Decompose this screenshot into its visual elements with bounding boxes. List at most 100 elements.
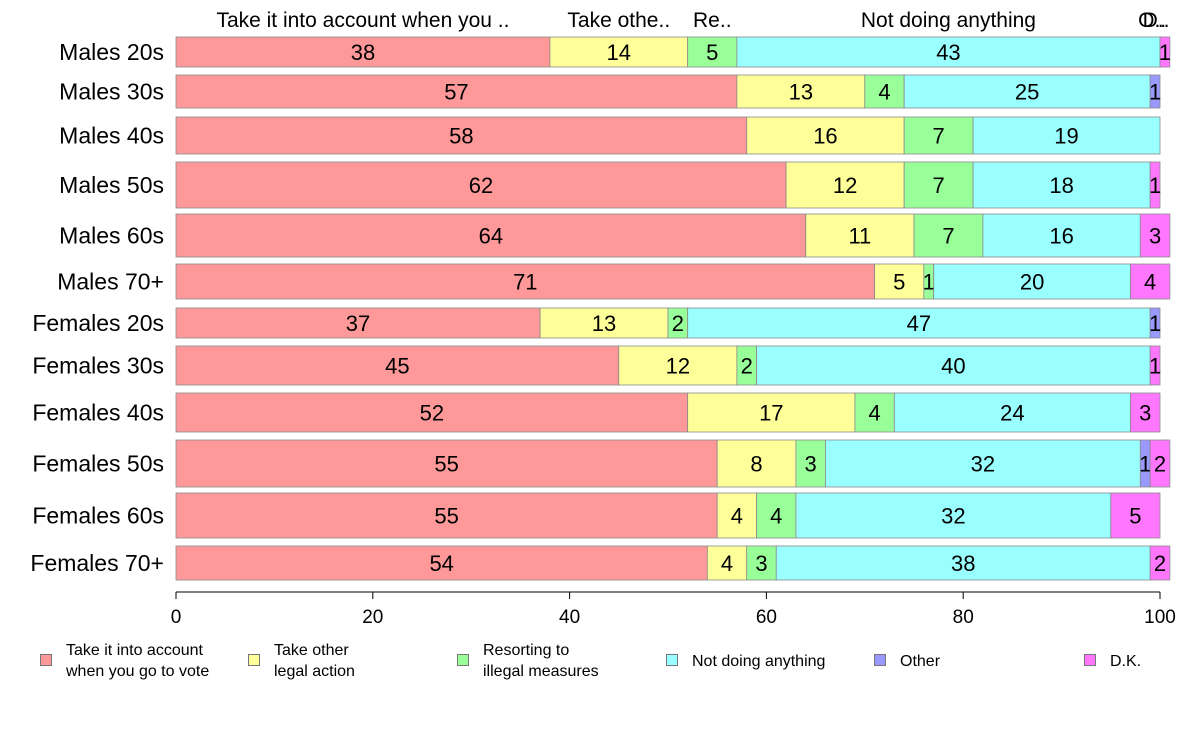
data-label: 4 [1144,270,1156,295]
bar-segment [1149,545,1171,581]
data-label: 3 [1139,401,1151,426]
category-label: Females 20s [32,310,164,336]
data-label: 19 [1054,124,1078,149]
legend-swatch [457,654,469,666]
top-series-label: Re.. [693,9,732,32]
data-label: 2 [1154,452,1166,477]
bar-segment [175,213,807,258]
data-label: 18 [1049,173,1073,198]
category-label: Males 40s [59,123,164,149]
data-label: 62 [469,173,493,198]
data-label: 57 [444,80,468,105]
data-label: 4 [878,80,890,105]
data-label: 1 [1149,173,1161,198]
bar-segment [175,392,689,433]
category-label: Females 60s [32,503,164,529]
top-series-label: Not doing anything [861,9,1036,32]
bar-segment [1139,213,1171,258]
data-label: 11 [848,224,871,249]
bar-segment [1159,36,1171,68]
bar-segment [746,545,777,581]
bar-segment [175,74,738,109]
data-label: 2 [672,311,684,336]
data-label: 1 [1159,40,1171,65]
data-label: 5 [706,40,718,65]
data-label: 3 [1149,224,1161,249]
data-label: 1 [1149,80,1161,105]
bar-segment [736,36,1161,68]
legend-item-dk: D.K. [1084,640,1141,672]
top-series-label: O.. [1138,9,1166,32]
bar-segment [687,307,1151,339]
data-label: 47 [907,311,931,336]
data-label: 17 [759,401,783,426]
data-label: 40 [941,354,965,379]
bar-segment [1149,74,1161,109]
data-label: 2 [1154,551,1166,576]
bar-segment [933,263,1131,300]
bar-segment [775,545,1151,581]
data-label: 52 [420,401,444,426]
bar-segment [716,492,757,539]
category-label: Males 30s [59,79,164,105]
legend-label: D.K. [1110,653,1142,670]
data-label: 16 [813,124,837,149]
data-label: 38 [951,551,975,576]
data-label: 3 [805,452,817,477]
data-label: 12 [666,354,690,379]
bar-segment [893,392,1131,433]
bar-segment [687,392,856,433]
category-label: Females 50s [32,451,164,477]
bar-segment [795,492,1112,539]
bar-segment [1149,439,1171,488]
x-tick-label: 40 [559,607,580,628]
bar-segment [539,307,669,339]
data-label: 13 [592,311,616,336]
data-label: 37 [346,311,370,336]
data-label: 45 [385,354,409,379]
data-label: 55 [434,504,458,529]
bar-segment [972,161,1151,209]
legend-label: Resorting to illegal measures [483,642,599,680]
top-series-label: Take othe.. [567,9,670,32]
bar-segment [1149,345,1161,386]
data-label: 8 [750,452,762,477]
category-label: Females 70+ [30,550,164,576]
category-label: Males 60s [59,223,164,249]
bar-segment [175,263,876,300]
data-label: 1 [1149,354,1161,379]
legend-item-other: Other [874,640,940,672]
legend-swatch [1084,654,1096,666]
data-label: 14 [607,40,631,65]
top-series-label: D.. [1143,9,1170,32]
data-label: 32 [941,504,965,529]
bar-segment [903,161,974,209]
category-label: Males 70+ [57,269,164,295]
data-label: 38 [351,40,375,65]
legend-item-vote: Take it into account when you go to vote [40,640,209,682]
legend-label: Take other legal action [274,642,355,680]
bar-segment [1130,392,1161,433]
data-label: 1 [923,270,935,295]
data-label: 4 [721,551,733,576]
data-label: 43 [936,40,960,65]
bar-segment [913,213,984,258]
legend-item-illegal-measures: Resorting to illegal measures [457,640,599,682]
data-label: 4 [731,504,743,529]
data-label: 16 [1049,224,1073,249]
data-label: 12 [833,173,857,198]
data-label: 1 [1149,311,1161,336]
bar-segment [716,439,797,488]
data-label: 24 [1000,401,1024,426]
data-label: 4 [770,504,782,529]
data-label: 3 [755,551,767,576]
bar-segment [805,213,915,258]
data-label: 54 [429,551,453,576]
bar-segment [1149,307,1161,339]
data-label: 7 [932,173,944,198]
data-label: 32 [971,452,995,477]
bar-segment [175,345,620,386]
data-label: 2 [741,354,753,379]
bar-segment [825,439,1141,488]
bar-segment [618,345,738,386]
